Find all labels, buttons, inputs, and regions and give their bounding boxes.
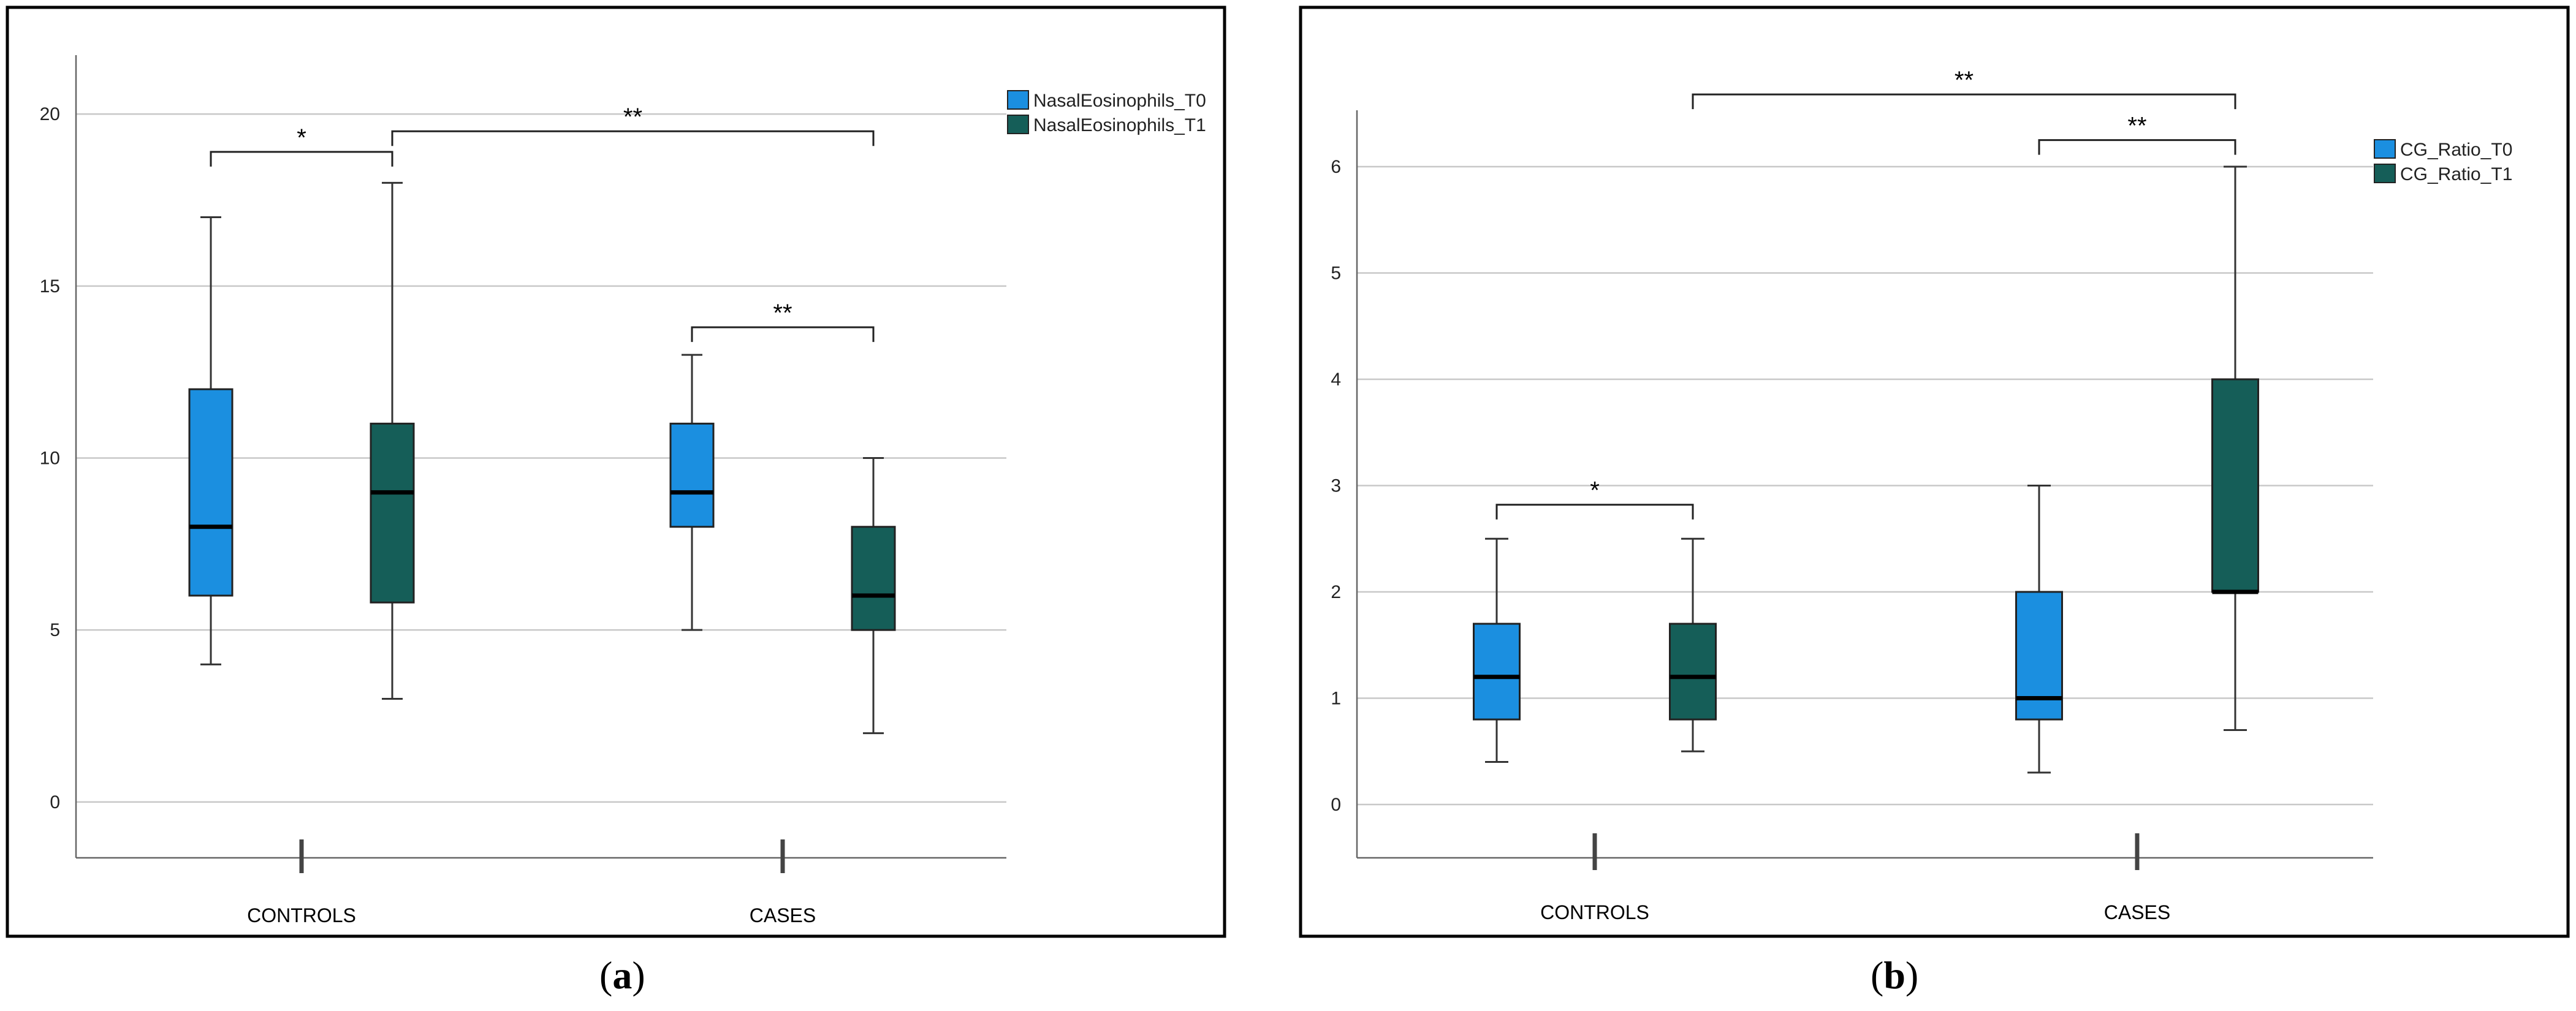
significance-bracket: ** <box>391 104 875 146</box>
significance-bracket: ** <box>2038 113 2236 155</box>
y-tick-label: 20 <box>40 104 60 124</box>
significance-label: ** <box>1955 67 1974 94</box>
legend-entry: CG_Ratio_T0 <box>2374 139 2512 160</box>
significance-bracket: ** <box>691 300 875 343</box>
legend-label: NasalEosinophils_T0 <box>1033 91 1206 111</box>
x-category-label: CONTROLS <box>247 904 356 926</box>
significance-label: * <box>1590 477 1600 504</box>
y-tick-label: 15 <box>40 276 60 297</box>
significance-label: ** <box>773 300 792 327</box>
y-tick-label: 6 <box>1331 157 1341 177</box>
bracket-line <box>691 326 875 343</box>
box-NasalEosinophils_T0-controls <box>188 216 234 665</box>
iqr-box <box>2211 378 2259 593</box>
legend-label: CG_Ratio_T0 <box>2400 140 2512 160</box>
y-tick-label: 4 <box>1331 369 1341 390</box>
bracket-line <box>2038 139 2236 155</box>
x-category-label: CONTROLS <box>1540 901 1649 923</box>
box-NasalEosinophils_T1-cases <box>851 457 896 735</box>
box-CG_Ratio_T1-controls <box>1669 537 1717 752</box>
y-tick-label: 2 <box>1331 582 1341 602</box>
bracket-line <box>1692 93 2236 110</box>
panel-label-a: a <box>612 953 633 997</box>
y-tick-label: 0 <box>1331 795 1341 815</box>
panel-caption-b: (b) <box>1871 953 1919 997</box>
legend-entry: NasalEosinophils_T0 <box>1007 90 1206 111</box>
legend-label: NasalEosinophils_T1 <box>1033 115 1206 135</box>
legend-entry: CG_Ratio_T1 <box>2374 164 2512 184</box>
y-tick-label: 5 <box>50 620 60 640</box>
y-tick-label: 1 <box>1331 688 1341 708</box>
iqr-box <box>851 526 896 631</box>
box-CG_Ratio_T0-cases <box>2015 485 2063 774</box>
chart-frame <box>1299 6 2570 938</box>
chart-panel-b: 0 1 2 3 4 5 6 CONTROLS CASES * ** ** CG_Ratio_T0 CG_R… <box>1293 0 2576 944</box>
legend-label: CG_Ratio_T1 <box>2400 164 2512 184</box>
x-category-label: CASES <box>750 904 816 926</box>
iqr-box <box>1473 623 1521 721</box>
iqr-box <box>370 422 415 604</box>
panel-caption-a: (a) <box>599 953 645 997</box>
significance-label: ** <box>623 104 642 131</box>
significance-bracket: * <box>210 124 393 167</box>
significance-bracket: ** <box>1692 67 2236 110</box>
y-tick-label: 0 <box>50 792 60 812</box>
y-tick-label: 3 <box>1331 476 1341 496</box>
iqr-box <box>1669 623 1717 721</box>
box-CG_Ratio_T1-cases <box>2211 165 2259 732</box>
iqr-box <box>188 388 234 597</box>
y-tick-label: 10 <box>40 449 60 469</box>
y-tick-label: 5 <box>1331 263 1341 284</box>
chart-panel-a: 0 5 10 15 20 CONTROLS CASES * ** ** NasalEosinophi… <box>0 0 1232 944</box>
significance-bracket: * <box>1495 477 1694 520</box>
box-NasalEosinophils_T0-cases <box>669 354 715 631</box>
significance-label: * <box>297 124 306 151</box>
bracket-line <box>1495 504 1694 520</box>
box-CG_Ratio_T0-controls <box>1473 537 1521 763</box>
x-category-label: CASES <box>2104 901 2170 923</box>
box-NasalEosinophils_T1-controls <box>370 181 415 700</box>
iqr-box <box>669 422 715 528</box>
legend-swatch <box>1007 90 1029 110</box>
panel-label-b: b <box>1883 953 1905 997</box>
legend-swatch <box>1007 115 1029 134</box>
bracket-line <box>391 130 875 146</box>
significance-label: ** <box>2127 113 2146 140</box>
legend-swatch <box>2374 164 2396 183</box>
legend-swatch <box>2374 139 2396 159</box>
legend-entry: NasalEosinophils_T1 <box>1007 115 1206 135</box>
bracket-line <box>210 151 393 167</box>
